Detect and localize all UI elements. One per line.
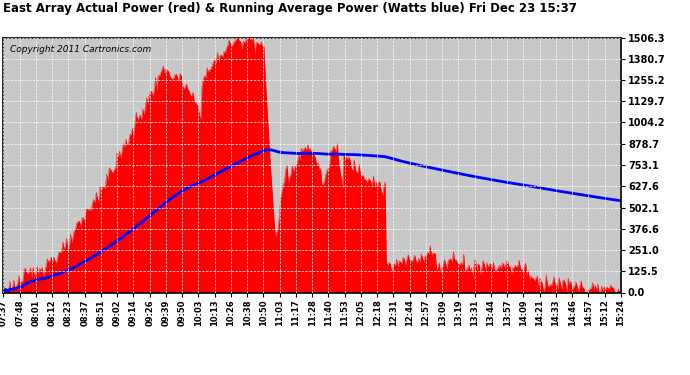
Text: Copyright 2011 Cartronics.com: Copyright 2011 Cartronics.com (10, 45, 151, 54)
Text: East Array Actual Power (red) & Running Average Power (Watts blue) Fri Dec 23 15: East Array Actual Power (red) & Running … (3, 2, 578, 15)
